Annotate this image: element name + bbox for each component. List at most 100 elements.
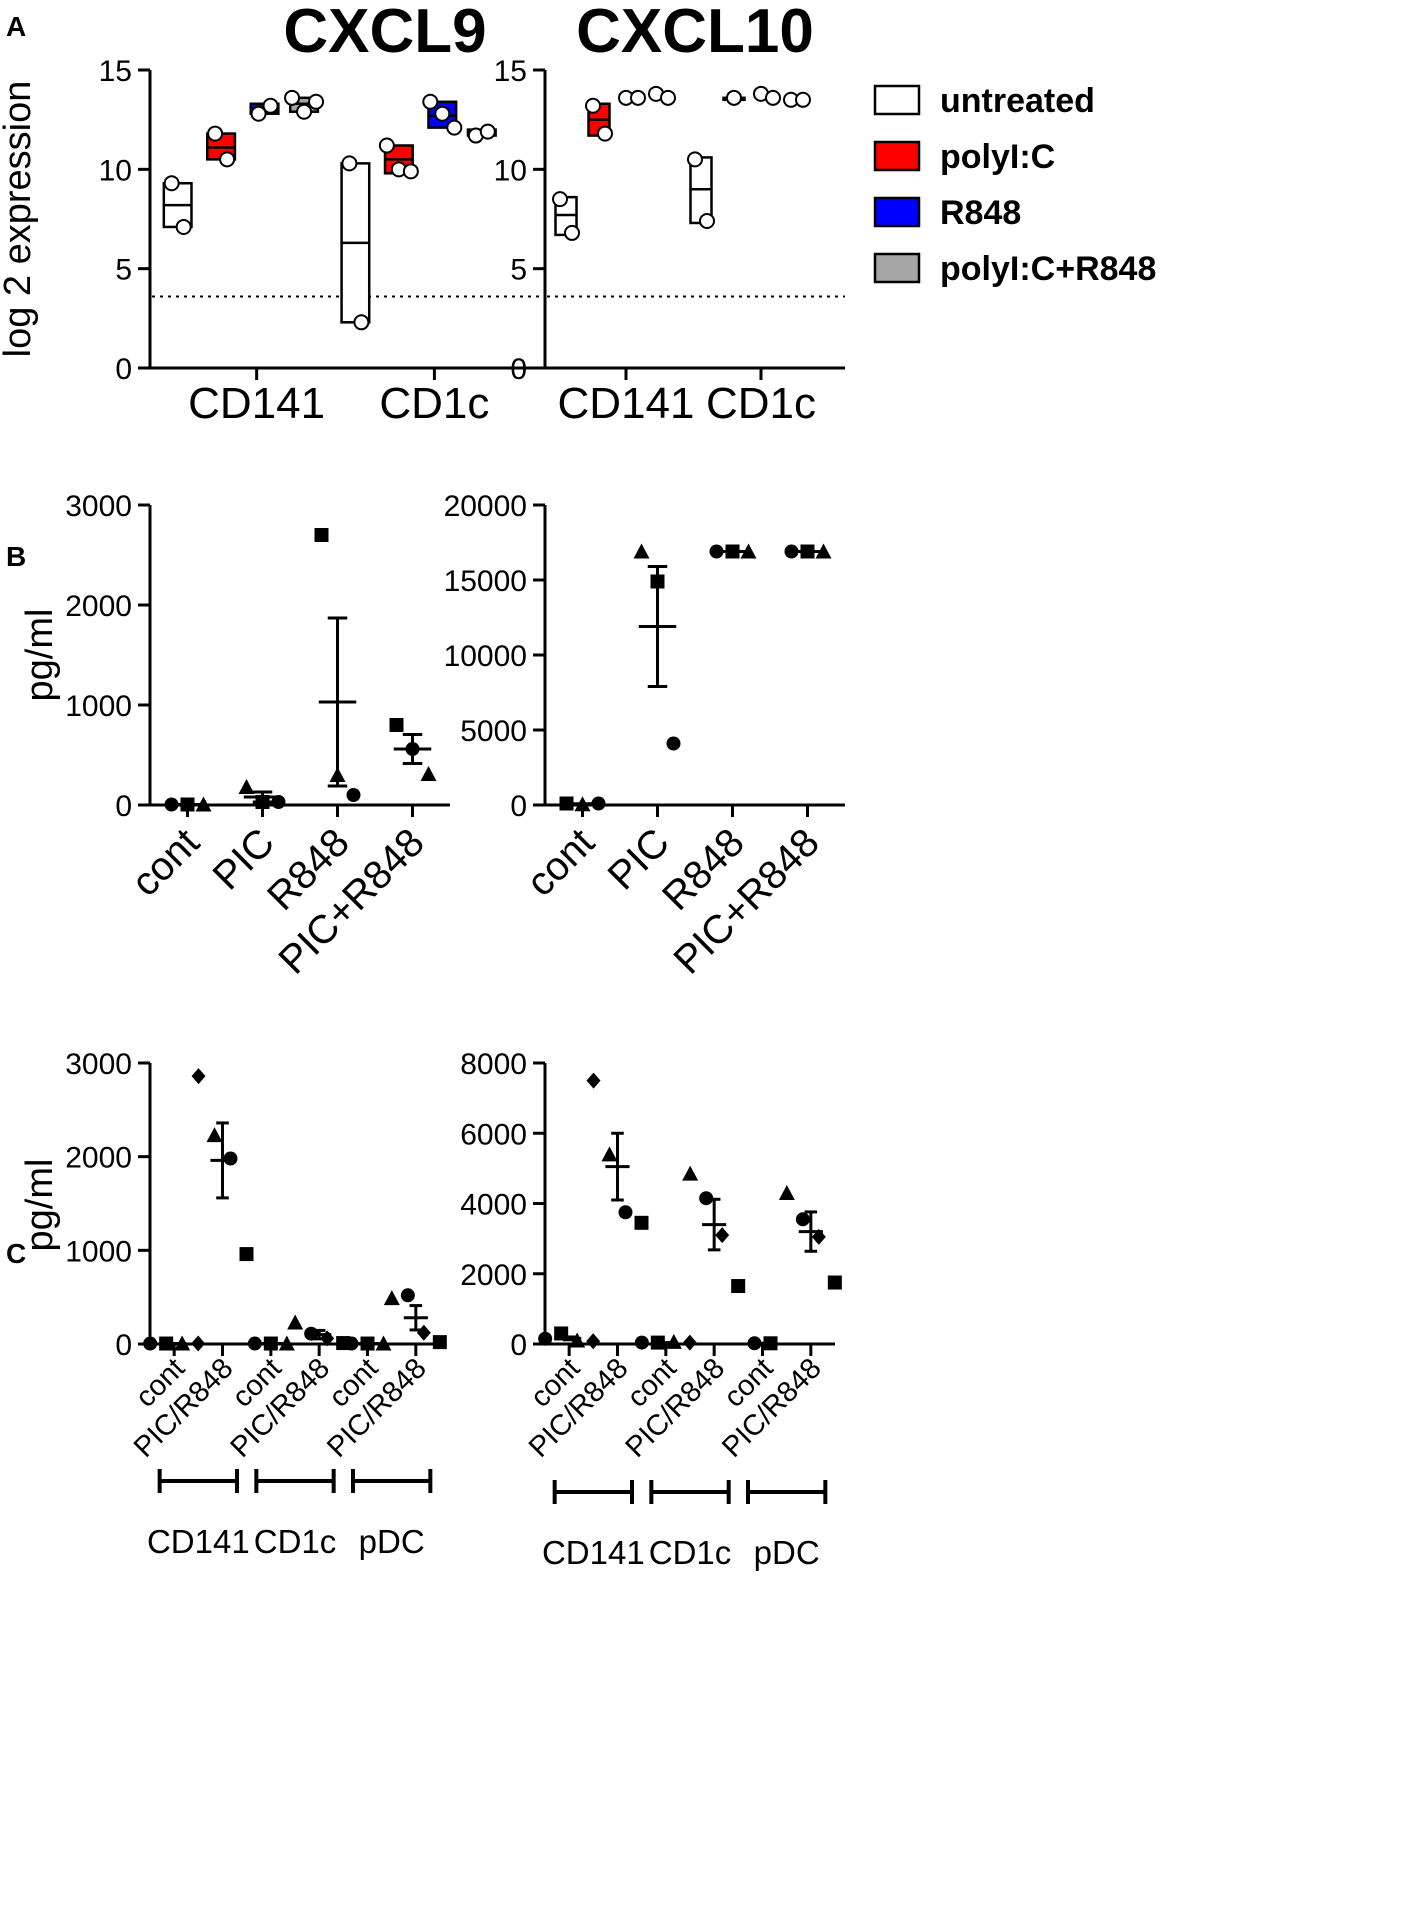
data-point: [432, 1335, 447, 1350]
legend-label: polyI:C+R848: [940, 250, 1156, 288]
data-point: [660, 89, 676, 106]
chart-cxcl9: CXCL9 0 5 10 15 log 2 expression CD141 CD1c: [0, 0, 545, 428]
data-point: [308, 93, 325, 110]
data-point: [586, 1072, 601, 1089]
y-tick-label: 15: [99, 55, 132, 88]
y-tick-label: 0: [510, 1329, 527, 1362]
data-point: [341, 155, 358, 172]
data-point: [795, 1212, 810, 1227]
data-point: [479, 123, 496, 140]
data-point: [682, 1334, 697, 1351]
y-tick-label: 0: [115, 790, 132, 823]
data-point: [731, 1279, 746, 1294]
cell-group-label: pDC: [359, 1523, 425, 1560]
chart-cxcl10: CXCL10 0 5 10 15 CD141 CD1c: [494, 0, 845, 428]
data-point: [682, 1165, 699, 1181]
data-point: [601, 1146, 618, 1162]
panel-label-a: A: [6, 11, 26, 42]
data-point: [191, 1335, 206, 1352]
chart-title: CXCL9: [283, 0, 486, 66]
data-point: [564, 224, 580, 241]
cell-group-label: CD1c: [254, 1523, 337, 1560]
y-tick-label: 10: [494, 154, 527, 187]
data-point: [666, 736, 681, 751]
legend-label: R848: [940, 194, 1021, 232]
y-tick-label: 5000: [460, 715, 527, 748]
data-point: [400, 1288, 415, 1303]
cell-group-label: CD1c: [649, 1534, 732, 1571]
y-tick-label: 2000: [65, 1142, 132, 1175]
data-point: [262, 97, 279, 114]
data-point: [699, 212, 715, 229]
data-point: [296, 103, 313, 120]
data-point: [585, 97, 601, 114]
legend-swatch: [873, 84, 921, 116]
data-point: [287, 1314, 304, 1330]
data-point: [175, 218, 192, 235]
y-tick-label: 1000: [65, 690, 132, 723]
y-tick-label: 15000: [444, 565, 527, 598]
data-point: [634, 1215, 649, 1230]
y-tick-label: 8000: [460, 1048, 527, 1081]
legend: untreated polyI:C R848 polyI:C+R848: [873, 82, 1156, 288]
data-point: [726, 89, 742, 106]
y-tick-label: 3000: [65, 490, 132, 523]
data-point: [143, 1336, 158, 1351]
data-point: [597, 125, 613, 142]
data-point: [699, 1191, 714, 1206]
data-point: [238, 779, 255, 794]
y-tick-label: 20000: [444, 490, 527, 523]
y-tick-label: 2000: [460, 1259, 527, 1292]
panel-label-b: B: [6, 541, 26, 572]
x-tick-label: CD141: [188, 379, 325, 428]
cell-group-label: pDC: [754, 1534, 820, 1571]
data-point: [383, 1290, 400, 1306]
data-point: [389, 718, 404, 732]
data-point: [375, 1335, 392, 1351]
y-tick-label: 1000: [65, 1235, 132, 1268]
y-tick-label: 0: [510, 790, 527, 823]
y-tick-label: 10: [99, 154, 132, 187]
cell-group-label: CD141: [147, 1523, 250, 1560]
data-point: [278, 1335, 295, 1351]
y-axis-label: pg/ml: [19, 609, 61, 702]
data-point: [778, 1184, 795, 1200]
data-point: [247, 1336, 262, 1351]
data-point: [434, 105, 451, 122]
y-tick-label: 5: [510, 254, 527, 287]
data-point: [420, 766, 437, 781]
y-tick-label: 0: [115, 1329, 132, 1362]
y-tick-label: 15: [494, 55, 527, 88]
x-tick-label: CD141: [558, 379, 695, 428]
chart-c-left: 0100020003000pg/mlcontPIC/R848contPIC/R8…: [19, 1048, 447, 1560]
data-point: [765, 89, 781, 106]
data-point: [586, 1333, 601, 1350]
data-point: [223, 1151, 238, 1166]
data-point: [378, 137, 395, 154]
data-point: [402, 163, 419, 180]
y-tick-label: 10000: [444, 640, 527, 673]
legend-label: untreated: [940, 82, 1095, 120]
data-point: [163, 175, 180, 192]
data-point: [795, 91, 811, 108]
legend-swatch: [873, 140, 921, 172]
data-point: [715, 1227, 730, 1244]
data-point: [618, 1205, 633, 1220]
y-tick-label: 3000: [65, 1048, 132, 1081]
chart-title: CXCL10: [576, 0, 814, 66]
y-tick-label: 0: [510, 353, 527, 386]
panel-label-c: C: [6, 1238, 26, 1269]
data-point: [239, 1247, 254, 1262]
data-point: [206, 1127, 223, 1143]
data-point: [633, 543, 650, 559]
legend-label: polyI:C: [940, 138, 1055, 176]
data-point: [191, 1068, 206, 1085]
data-point: [827, 1275, 842, 1290]
y-tick-label: 2000: [65, 590, 132, 623]
cell-group-label: CD141: [542, 1534, 645, 1571]
data-point: [353, 314, 370, 331]
y-tick-label: 0: [115, 353, 132, 386]
legend-swatch: [873, 252, 921, 284]
